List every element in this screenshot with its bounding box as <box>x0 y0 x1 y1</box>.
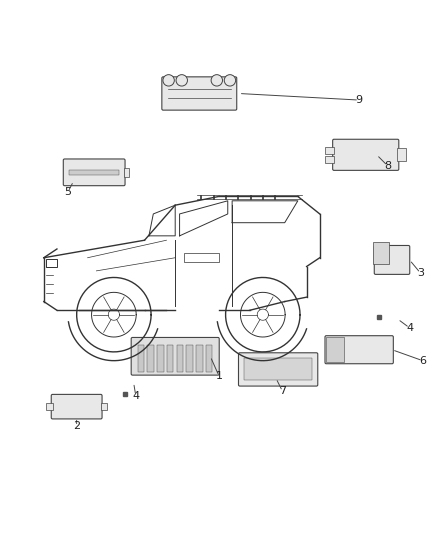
Bar <box>101 403 107 410</box>
Bar <box>69 170 119 174</box>
Text: 5: 5 <box>64 187 71 197</box>
Bar <box>196 345 202 372</box>
FancyBboxPatch shape <box>238 353 318 386</box>
Text: 6: 6 <box>419 356 426 366</box>
Bar <box>325 156 334 163</box>
Text: 1: 1 <box>215 371 223 381</box>
Text: 4: 4 <box>406 323 413 333</box>
Circle shape <box>224 75 236 86</box>
FancyBboxPatch shape <box>325 336 393 364</box>
Bar <box>46 259 57 266</box>
Text: 8: 8 <box>384 161 391 171</box>
FancyBboxPatch shape <box>374 246 410 274</box>
Bar <box>124 168 129 177</box>
Text: 9: 9 <box>356 95 363 105</box>
Bar <box>46 403 53 410</box>
FancyBboxPatch shape <box>63 159 125 185</box>
Bar <box>325 147 334 154</box>
FancyBboxPatch shape <box>162 77 237 110</box>
Bar <box>206 345 212 372</box>
Bar <box>326 337 344 362</box>
Bar <box>157 345 164 372</box>
Text: 2: 2 <box>73 422 80 431</box>
Bar <box>138 345 144 372</box>
Bar <box>398 148 406 161</box>
FancyBboxPatch shape <box>131 337 219 375</box>
Circle shape <box>176 75 187 86</box>
FancyBboxPatch shape <box>333 139 399 171</box>
Circle shape <box>211 75 223 86</box>
Text: 4: 4 <box>132 391 139 401</box>
Text: 7: 7 <box>279 386 286 397</box>
Bar <box>373 243 389 264</box>
Bar <box>244 359 312 381</box>
Bar <box>184 253 219 262</box>
Bar <box>167 345 173 372</box>
Bar <box>177 345 183 372</box>
Bar <box>148 345 154 372</box>
Bar <box>186 345 193 372</box>
Circle shape <box>163 75 174 86</box>
Text: 3: 3 <box>417 268 424 278</box>
FancyBboxPatch shape <box>51 394 102 419</box>
